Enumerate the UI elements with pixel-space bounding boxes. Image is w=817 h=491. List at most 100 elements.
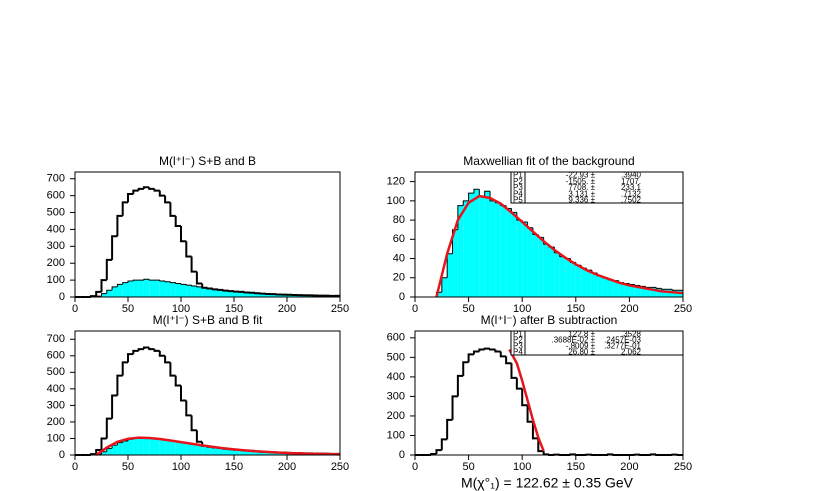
- bar-outline: [164, 355, 171, 364]
- bar: [112, 286, 118, 297]
- stat-name: P3: [513, 183, 523, 192]
- bar: [570, 262, 576, 297]
- y-tick-label: 400: [47, 223, 65, 235]
- bar: [645, 287, 651, 297]
- bar: [618, 282, 625, 297]
- bar: [500, 205, 507, 297]
- bar-outline: [111, 286, 118, 291]
- annotation: M(χ°₁) = 122.62 ± 0.35 GeV: [461, 475, 634, 491]
- bar: [186, 285, 192, 297]
- bar-outline: [164, 195, 171, 204]
- bar: [441, 277, 448, 297]
- bar-outline: [222, 289, 229, 292]
- stat-error: .3940: [621, 171, 642, 180]
- bar-outline: [233, 290, 240, 293]
- y-tick-label: 0: [399, 449, 405, 461]
- x-tick-label: 100: [172, 461, 190, 473]
- bar: [656, 288, 662, 297]
- bar: [133, 280, 139, 297]
- bar: [255, 451, 261, 455]
- y-tick-label: 60: [393, 233, 405, 245]
- bar-outline: [655, 287, 662, 289]
- bar-outline: [180, 283, 187, 285]
- bar-outline: [111, 235, 118, 260]
- bar: [175, 441, 181, 455]
- bar-outline: [510, 363, 517, 379]
- bar: [143, 279, 150, 297]
- x-tick-label: 250: [674, 461, 692, 473]
- bar-outline: [206, 287, 213, 290]
- bar-outline: [462, 200, 469, 206]
- bar-outline: [185, 241, 192, 258]
- x-tick-label: 50: [462, 461, 474, 473]
- stat-value: 26.80 ±: [568, 348, 595, 357]
- bar-outline: [143, 278, 150, 281]
- bar-outline: [473, 188, 480, 194]
- bar-outline: [100, 437, 107, 451]
- bar: [112, 445, 118, 455]
- bar-outline: [468, 192, 474, 201]
- bar: [239, 450, 245, 455]
- bar: [554, 252, 560, 297]
- bar-outline: [127, 353, 134, 363]
- bar-outline: [169, 202, 176, 217]
- bar-outline: [159, 280, 166, 282]
- bar-outline: [132, 349, 139, 355]
- stat-value: 7708. ±: [568, 183, 595, 192]
- bar-outline: [521, 388, 528, 407]
- bar: [527, 227, 533, 297]
- bar-outline: [132, 189, 139, 194]
- stat-name: P4: [513, 348, 523, 357]
- x-tick-label: 150: [567, 461, 585, 473]
- bar: [575, 265, 582, 297]
- y-tick-label: 400: [387, 371, 405, 383]
- fit-curve: [95, 436, 341, 457]
- bar-outline: [121, 201, 128, 216]
- bar-outline: [483, 347, 491, 350]
- bar-outline: [116, 283, 123, 287]
- stat-value: 3.131 ±: [568, 189, 595, 198]
- stat-error: 1707.: [621, 177, 641, 186]
- fit-curve: [435, 194, 684, 298]
- bar: [186, 443, 192, 455]
- y-tick-label: 40: [393, 252, 405, 264]
- stat-error: .3528: [621, 330, 642, 339]
- y-tick-label: 0: [59, 291, 65, 303]
- panel-title: M(l⁺l⁻) after B subtraction: [481, 313, 618, 327]
- bar: [597, 275, 603, 297]
- stat-name: P2: [513, 177, 523, 186]
- bar-outline: [195, 430, 203, 443]
- stat-value: -22.93 ±: [566, 171, 596, 180]
- x-tick-label: 150: [225, 461, 243, 473]
- bar: [549, 247, 555, 297]
- bar: [202, 287, 208, 297]
- x-tick-label: 0: [412, 303, 418, 315]
- x-tick-label: 200: [278, 303, 296, 315]
- bar: [629, 284, 635, 297]
- bar-outline: [148, 347, 155, 351]
- bar-outline: [190, 415, 197, 432]
- x-tick-label: 0: [72, 461, 78, 473]
- bar: [581, 268, 587, 297]
- y-tick-label: 100: [47, 432, 65, 444]
- bar-outline: [531, 421, 539, 440]
- bar: [249, 450, 256, 455]
- bar: [452, 229, 458, 297]
- y-tick-label: 20: [393, 272, 405, 284]
- bar: [154, 438, 160, 455]
- y-tick-label: 600: [47, 350, 65, 362]
- bar: [624, 283, 630, 297]
- bar-outline: [671, 289, 678, 291]
- bar: [543, 244, 549, 297]
- bar: [117, 442, 123, 455]
- bar-outline: [116, 214, 123, 237]
- stat-value: 9.336 ±: [568, 196, 595, 205]
- bar: [212, 289, 219, 297]
- bar: [234, 291, 240, 297]
- stat-value: -1505. ±: [566, 177, 596, 186]
- frame: [74, 171, 341, 298]
- bar-outline: [456, 374, 464, 397]
- stat-value: -.8009 ±: [566, 342, 596, 351]
- y-tick-label: 300: [47, 399, 65, 411]
- bar-outline: [127, 192, 134, 203]
